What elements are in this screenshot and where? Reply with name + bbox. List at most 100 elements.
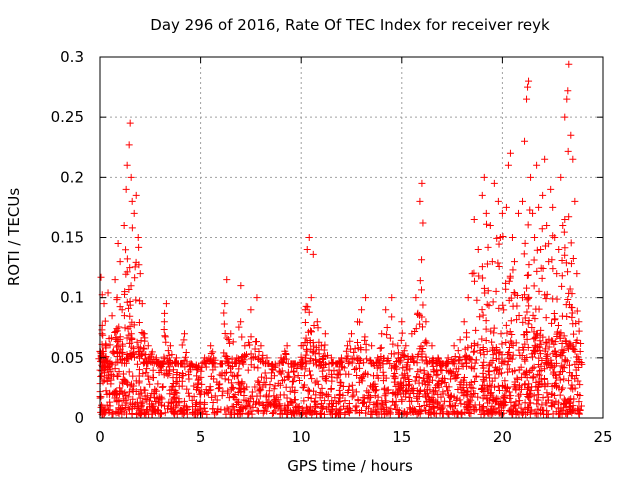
band-point bbox=[466, 398, 474, 406]
streak-point bbox=[473, 296, 481, 304]
band-point bbox=[438, 404, 446, 412]
band-point bbox=[135, 366, 143, 374]
band-point bbox=[417, 407, 425, 415]
streak-point bbox=[476, 349, 484, 357]
band-point bbox=[312, 402, 320, 410]
streak-point bbox=[523, 328, 531, 336]
band-point bbox=[194, 376, 202, 384]
streak-point bbox=[564, 295, 572, 303]
band-point bbox=[552, 374, 560, 382]
band-point bbox=[245, 409, 253, 417]
band-point bbox=[113, 396, 121, 404]
band-point bbox=[412, 373, 420, 381]
streak-point bbox=[120, 312, 128, 320]
band-point bbox=[318, 367, 326, 375]
band-point bbox=[195, 386, 203, 394]
band-point bbox=[208, 393, 216, 401]
data-point bbox=[388, 294, 396, 302]
streak-point bbox=[476, 313, 484, 321]
band-point bbox=[517, 363, 525, 371]
data-point bbox=[223, 276, 231, 284]
band-point bbox=[495, 404, 503, 412]
streak-point bbox=[495, 240, 503, 248]
band-point bbox=[253, 392, 261, 400]
streak-point bbox=[251, 345, 259, 353]
band-point bbox=[222, 410, 230, 418]
band-point bbox=[346, 405, 354, 413]
streak-point bbox=[489, 351, 497, 359]
band-point bbox=[246, 402, 254, 410]
streak-point bbox=[418, 356, 426, 364]
data-point bbox=[193, 372, 201, 380]
band-point bbox=[169, 395, 177, 403]
streak-point bbox=[134, 348, 142, 356]
band-point bbox=[123, 380, 131, 388]
streak-point bbox=[479, 344, 487, 352]
streak-point bbox=[502, 339, 510, 347]
streak-point bbox=[325, 360, 333, 368]
band-point bbox=[425, 403, 433, 411]
band-point bbox=[421, 406, 429, 414]
band-point bbox=[285, 401, 293, 409]
band-point bbox=[399, 364, 407, 372]
band-point bbox=[503, 383, 511, 391]
band-point bbox=[495, 370, 503, 378]
streak-point bbox=[490, 324, 498, 332]
band-point bbox=[276, 400, 284, 408]
band-point bbox=[559, 406, 567, 414]
band-point bbox=[138, 400, 146, 408]
streak-point bbox=[224, 354, 232, 362]
band-point bbox=[471, 401, 479, 409]
streak-point bbox=[519, 318, 527, 326]
band-point bbox=[140, 410, 148, 418]
streak-point bbox=[523, 271, 531, 279]
band-point bbox=[397, 390, 405, 398]
streak-point bbox=[530, 256, 538, 264]
band-point bbox=[535, 391, 543, 399]
streak-point bbox=[376, 359, 384, 367]
band-point bbox=[370, 400, 378, 408]
streak-point bbox=[130, 321, 138, 329]
streak-point bbox=[489, 298, 497, 306]
data-point bbox=[126, 119, 134, 127]
streak-point bbox=[562, 337, 570, 345]
band-point bbox=[503, 361, 511, 369]
band-point bbox=[148, 400, 156, 408]
data-point bbox=[181, 330, 189, 338]
streak-point bbox=[126, 323, 134, 331]
data-point bbox=[502, 203, 510, 211]
streak-point bbox=[315, 338, 323, 346]
y-axis-label: ROTI / TECUs bbox=[5, 188, 23, 286]
streak-point bbox=[521, 239, 529, 247]
streak-point bbox=[558, 256, 566, 264]
data-point bbox=[108, 312, 116, 320]
streak-point bbox=[115, 323, 123, 331]
band-point bbox=[173, 371, 181, 379]
streak-point bbox=[535, 305, 543, 313]
band-point bbox=[559, 363, 567, 371]
band-point bbox=[559, 384, 567, 392]
streak-point bbox=[182, 353, 190, 361]
band-point bbox=[556, 376, 564, 384]
band-point bbox=[125, 368, 133, 376]
band-point bbox=[465, 410, 473, 418]
band-point bbox=[574, 377, 582, 385]
band-point bbox=[491, 383, 499, 391]
band-point bbox=[277, 370, 285, 378]
data-point bbox=[416, 197, 424, 205]
streak-point bbox=[206, 356, 214, 364]
band-point bbox=[329, 399, 337, 407]
streak-point bbox=[488, 338, 496, 346]
streak-point bbox=[461, 353, 469, 361]
band-point bbox=[547, 399, 555, 407]
band-point bbox=[304, 394, 312, 402]
streak-point bbox=[247, 333, 255, 341]
band-point bbox=[520, 369, 528, 377]
band-point bbox=[477, 410, 485, 418]
streak-point bbox=[484, 243, 492, 251]
band-point bbox=[337, 379, 345, 387]
data-point bbox=[494, 197, 502, 205]
band-point bbox=[244, 397, 252, 405]
band-point bbox=[532, 410, 540, 418]
band-point bbox=[114, 372, 122, 380]
